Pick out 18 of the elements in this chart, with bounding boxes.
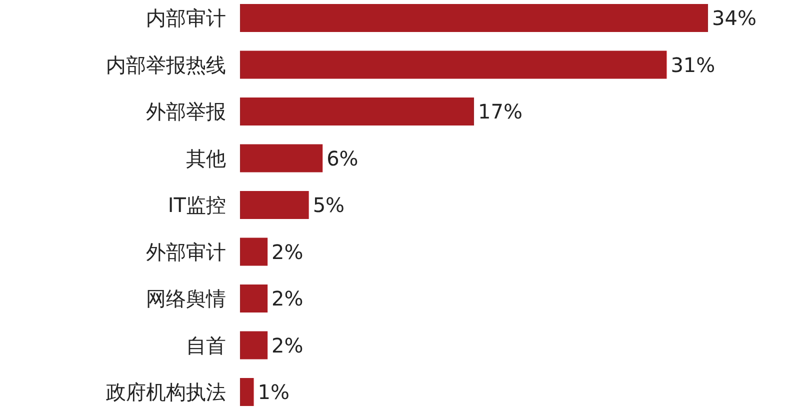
y-tick-label: 政府机构执法 — [106, 380, 226, 404]
data-label: 6% — [326, 146, 358, 170]
y-tick-label: 其他 — [186, 146, 226, 170]
data-label: 2% — [272, 286, 304, 310]
data-label: 1% — [258, 380, 290, 404]
data-label: 2% — [272, 240, 304, 264]
y-tick-label: 内部审计 — [146, 6, 226, 30]
data-label: 2% — [272, 333, 304, 358]
data-label: 31% — [670, 52, 716, 77]
data-label: 5% — [312, 193, 345, 217]
y-tick-label: 网络舆情 — [146, 286, 226, 310]
y-tick-label: 自首 — [186, 333, 226, 358]
data-label: 34% — [712, 6, 756, 30]
y-tick-label: 外部举报 — [146, 100, 226, 124]
data-label: 17% — [478, 100, 522, 124]
y-tick-label: 内部举报热线 — [106, 52, 226, 77]
y-tick-label: IT监控 — [168, 193, 226, 217]
y-tick-label: 外部审计 — [146, 240, 226, 264]
